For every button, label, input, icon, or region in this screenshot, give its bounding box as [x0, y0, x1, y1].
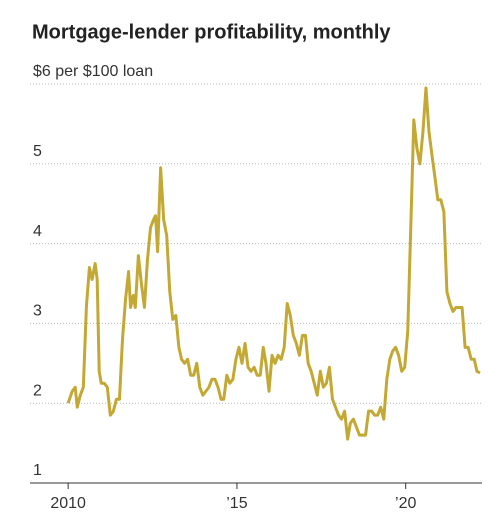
- y-tick-label: 1: [33, 462, 42, 479]
- y-tick-label: 5: [33, 143, 42, 160]
- y-tick-label: 3: [33, 303, 42, 320]
- x-tick-label: 2010: [50, 495, 86, 512]
- y-tick-label: 4: [33, 223, 42, 240]
- y-tick-label: $6 per $100 loan: [33, 63, 153, 80]
- chart-title: Mortgage-lender profitability, monthly: [32, 21, 391, 43]
- data-line: [66, 86, 481, 441]
- x-tick-label: ’20: [395, 495, 416, 512]
- x-tick-label: ’15: [226, 495, 247, 512]
- y-tick-label: 2: [33, 382, 42, 399]
